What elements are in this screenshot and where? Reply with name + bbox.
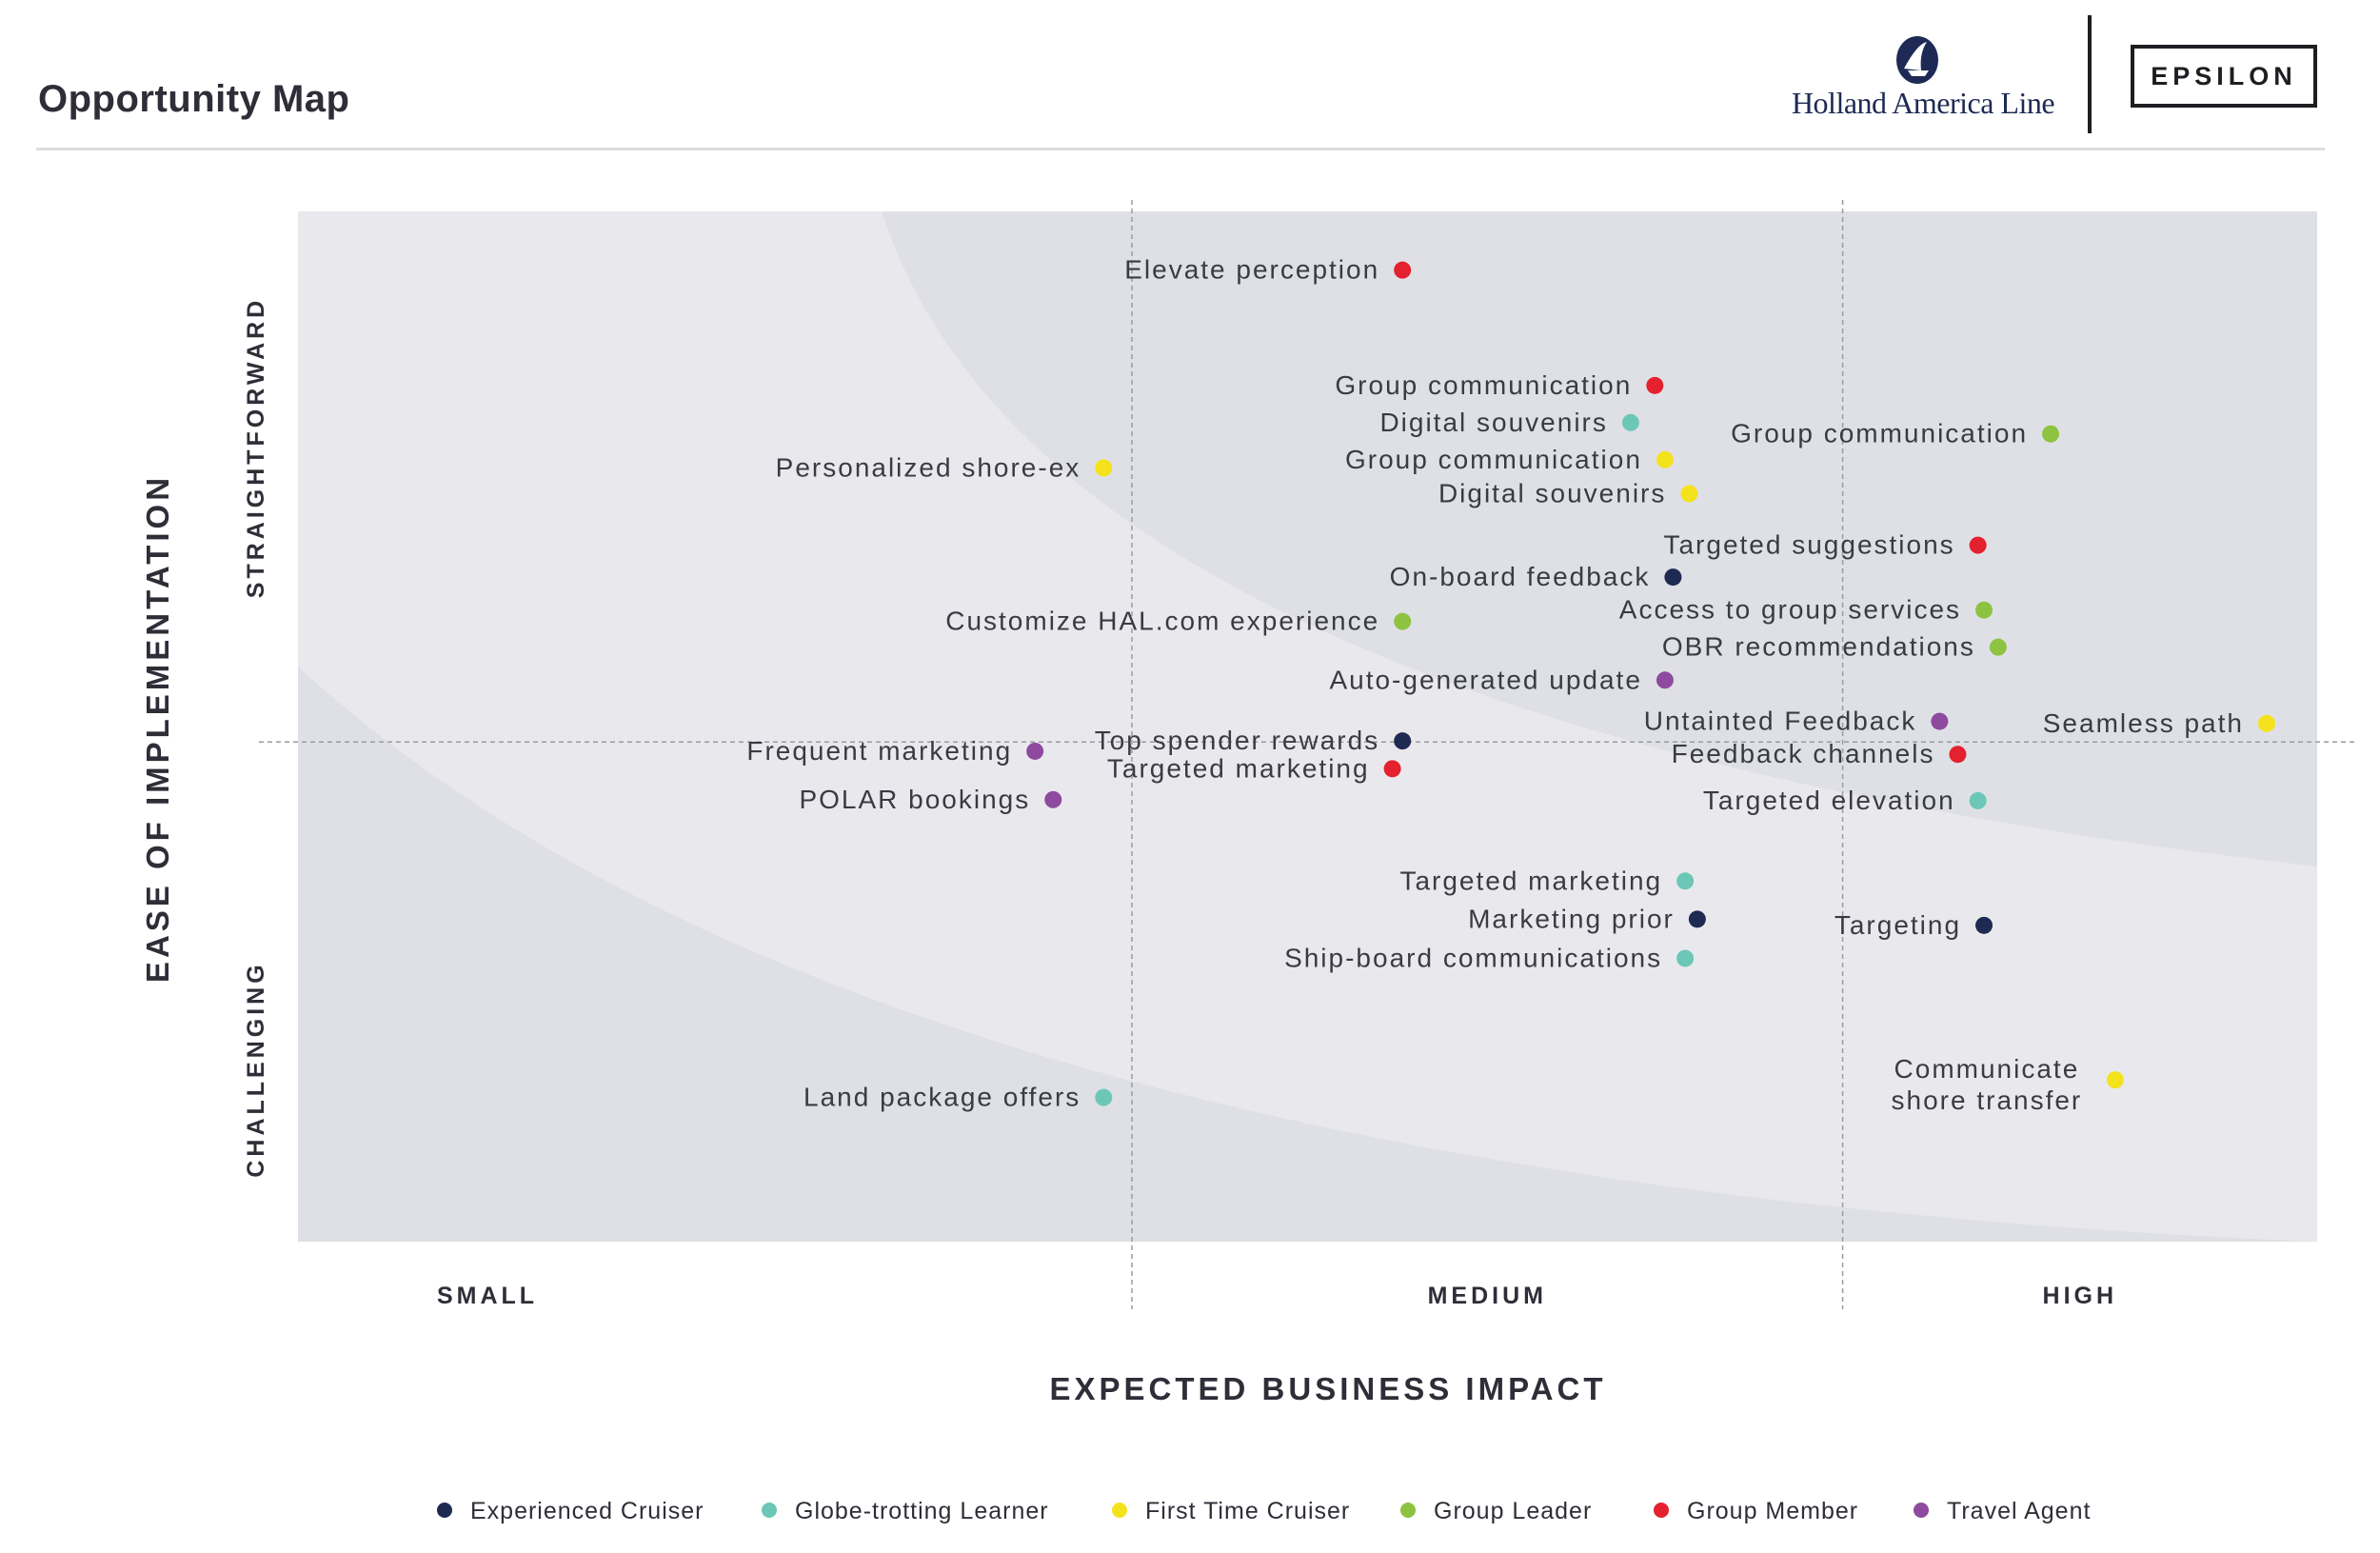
data-point [1656, 671, 1674, 689]
point-label: Seamless path [2043, 708, 2244, 738]
data-point [1676, 949, 1695, 967]
point-label: Ship-board communications [1284, 943, 1662, 972]
data-point [2042, 425, 2060, 443]
point-label: Group communication [1335, 370, 1632, 400]
point-label: Targeted marketing [1107, 753, 1370, 783]
x-axis-title: EXPECTED BUSINESS IMPACT [1050, 1371, 1607, 1406]
legend-label: Group Member [1687, 1498, 1858, 1524]
data-point [1975, 916, 1993, 934]
data-point [1688, 910, 1706, 928]
y-axis-title: EASE OF IMPLEMENTATION [140, 474, 175, 983]
legend-swatch [1914, 1503, 1929, 1518]
legend-label: Travel Agent [1947, 1498, 2091, 1524]
point-label: Targeted marketing [1399, 866, 1662, 895]
point-label: Auto-generated update [1329, 665, 1641, 694]
top-right-zone [1517, 211, 2317, 579]
legend-swatch [1400, 1503, 1416, 1518]
x-category-label: SMALL [437, 1283, 538, 1309]
data-point [1394, 612, 1412, 630]
ship-emblem-icon [1896, 36, 1938, 84]
data-point [1680, 485, 1698, 503]
point-label: Group communication [1345, 445, 1642, 474]
point-label: Targeted suggestions [1663, 530, 1954, 560]
data-point [1646, 376, 1664, 394]
data-point [1095, 1088, 1113, 1106]
data-point [1664, 568, 1682, 587]
point-label: Top spender rewards [1095, 726, 1379, 755]
holland-america-wordmark: Holland America Line [1791, 86, 2055, 120]
data-point [2106, 1071, 2124, 1089]
point-label: Digital souvenirs [1438, 478, 1666, 508]
legend-swatch [437, 1503, 452, 1518]
point-label: Elevate perception [1124, 255, 1379, 285]
mid-band [298, 211, 2317, 1242]
point-label: Targeted elevation [1703, 786, 1955, 815]
point-label: Communicate shore transfer [1892, 1054, 2083, 1115]
y-category-label: STRAIGHTFORWARD [243, 297, 269, 598]
header-divider [36, 148, 2325, 150]
x-category-label: HIGH [2043, 1283, 2118, 1309]
data-point [1394, 261, 1412, 279]
point-label: Access to group services [1619, 595, 1961, 625]
epsilon-logo: EPSILON [2131, 45, 2317, 108]
point-label: Untainted Feedback [1644, 707, 1917, 736]
data-point [1394, 732, 1412, 750]
page-title: Opportunity Map [38, 78, 350, 120]
legend-swatch [1654, 1503, 1669, 1518]
data-point [1676, 872, 1695, 890]
data-point [1969, 536, 1987, 554]
data-point [1656, 450, 1674, 468]
point-label: OBR recommendations [1662, 632, 1975, 662]
data-point [1044, 790, 1062, 808]
point-label: On-board feedback [1390, 562, 1651, 591]
legend-swatch [762, 1503, 777, 1518]
legend-swatch [1112, 1503, 1127, 1518]
data-point [2257, 714, 2275, 732]
data-point [1975, 601, 1993, 619]
logo-divider [2088, 15, 2092, 133]
legend-label: Experienced Cruiser [470, 1498, 704, 1524]
data-point [1621, 413, 1639, 431]
point-label: Personalized shore-ex [776, 452, 1081, 482]
legend-label: First Time Cruiser [1145, 1498, 1350, 1524]
plot-background [298, 211, 2317, 1242]
data-point [1989, 638, 2007, 656]
point-label: POLAR bookings [799, 785, 1030, 814]
point-label: Digital souvenirs [1379, 408, 1607, 437]
data-point [1931, 712, 1949, 730]
data-point [1383, 760, 1401, 778]
legend: Experienced Cruiser Globe-trotting Learne… [437, 1498, 2091, 1524]
y-category-label: CHALLENGING [243, 961, 269, 1177]
legend-label: Globe-trotting Learner [795, 1498, 1049, 1524]
point-label: Marketing prior [1468, 904, 1675, 933]
data-point [1949, 746, 1967, 764]
holland-america-logo: Holland America Line [1780, 30, 2066, 126]
data-point [1026, 742, 1044, 760]
point-label: Feedback channels [1672, 739, 1935, 768]
legend-label: Group Leader [1434, 1498, 1592, 1524]
point-label: Group communication [1731, 419, 2028, 448]
epsilon-wordmark: EPSILON [2151, 61, 2297, 90]
data-point [1095, 459, 1113, 477]
point-label: Customize HAL.com experience [945, 607, 1379, 636]
x-category-label: MEDIUM [1428, 1283, 1547, 1309]
data-point [1969, 791, 1987, 809]
point-label: Frequent marketing [746, 736, 1012, 766]
point-label: Land package offers [803, 1083, 1081, 1112]
point-label: Targeting [1835, 910, 1961, 940]
